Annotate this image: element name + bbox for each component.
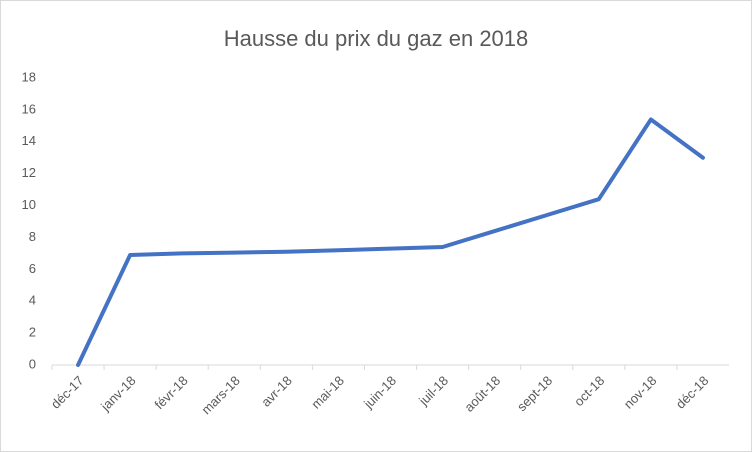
chart-title: Hausse du prix du gaz en 2018 bbox=[224, 26, 529, 51]
y-tick-label: 10 bbox=[22, 197, 36, 212]
y-tick-label: 16 bbox=[22, 101, 36, 116]
y-tick-label: 18 bbox=[22, 69, 36, 84]
y-tick-label: 4 bbox=[29, 293, 36, 308]
y-tick-label: 8 bbox=[29, 229, 36, 244]
y-tick-label: 14 bbox=[22, 133, 36, 148]
y-tick-label: 0 bbox=[29, 356, 36, 371]
y-tick-label: 6 bbox=[29, 261, 36, 276]
y-tick-label: 12 bbox=[22, 165, 36, 180]
y-tick-label: 2 bbox=[29, 325, 36, 340]
line-series bbox=[76, 117, 705, 367]
